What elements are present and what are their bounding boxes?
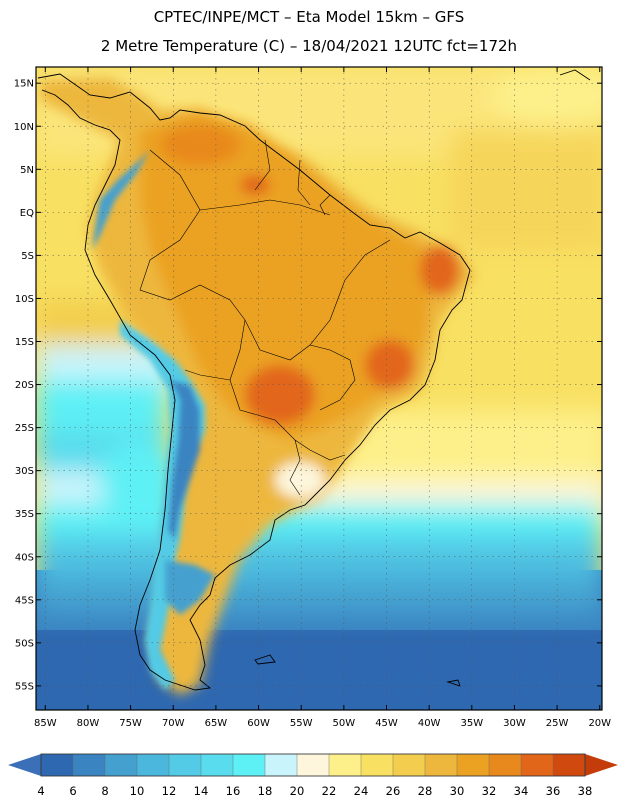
colorbar-label: 34 — [514, 784, 529, 798]
colorbar-label: 20 — [290, 784, 305, 798]
lat-label: 35S — [15, 509, 34, 520]
longitude-labels: 85W 80W 75W 70W 65W 60W 55W 50W 45W 40W 35W 30W 25W 2… — [34, 718, 611, 729]
lon-label: 70W — [162, 718, 185, 729]
lat-label: 10S — [15, 294, 34, 305]
lon-label: 20W — [588, 718, 611, 729]
colorbar-swatch — [552, 753, 586, 777]
colorbar-label: 36 — [546, 784, 561, 798]
colorbar-label: 30 — [450, 784, 465, 798]
colorbar-swatch — [136, 753, 170, 777]
colorbar-swatch — [72, 753, 106, 777]
temperature-field — [36, 67, 602, 710]
lon-label: 85W — [34, 718, 57, 729]
colorbar-label: 22 — [322, 784, 337, 798]
colorbar-label: 12 — [162, 784, 177, 798]
colorbar-frame — [40, 753, 586, 777]
lat-label: 55S — [15, 681, 34, 692]
colorbar-swatch — [520, 753, 554, 777]
graticule — [36, 67, 602, 710]
lon-label: 40W — [418, 718, 441, 729]
colorbar-label: 26 — [386, 784, 401, 798]
colorbar-low-arrow — [8, 754, 41, 776]
colorbar-swatch — [296, 753, 330, 777]
colorbar-swatch — [200, 753, 234, 777]
colorbar-label: 24 — [354, 784, 369, 798]
lon-label: 55W — [290, 718, 313, 729]
lat-label: 10N — [14, 122, 34, 133]
colorbar-swatch — [264, 753, 298, 777]
lat-label: 15S — [15, 337, 34, 348]
lon-label: 80W — [77, 718, 100, 729]
colorbar-swatch — [104, 753, 138, 777]
colorbar-swatch — [392, 753, 426, 777]
lat-label: 25S — [15, 423, 34, 434]
lon-label: 50W — [333, 718, 356, 729]
country-borders — [139, 139, 391, 496]
colorbar-label: 18 — [258, 784, 273, 798]
colorbar-label: 10 — [130, 784, 145, 798]
lat-label: 50S — [15, 638, 34, 649]
latitude-labels: 15N 10N 5N EQ 5S 10S 15S 20S 25S 30S 35S 40S 45S 50S 5… — [14, 79, 34, 693]
lon-label: 65W — [205, 718, 228, 729]
colorbar-label: 8 — [101, 784, 108, 798]
colorbar-swatch — [40, 753, 74, 777]
lat-label: 45S — [15, 595, 34, 606]
map-frame — [35, 66, 603, 711]
lat-label: EQ — [20, 208, 34, 219]
colorbar-swatch — [488, 753, 522, 777]
colorbar-label: 4 — [37, 784, 44, 798]
chart-title-line2: 2 Metre Temperature (C) – 18/04/2021 12U… — [101, 37, 517, 55]
lat-label: 5S — [21, 251, 34, 262]
latitude-ticks — [36, 82, 602, 687]
coastlines — [37, 69, 591, 691]
lat-label: 15N — [14, 79, 34, 90]
lon-label: 35W — [460, 718, 483, 729]
lon-label: 45W — [375, 718, 398, 729]
colorbar-label: 6 — [69, 784, 76, 798]
colorbar-label: 16 — [226, 784, 241, 798]
lat-label: 20S — [15, 380, 34, 391]
lat-label: 5N — [20, 165, 34, 176]
lat-label: 30S — [15, 466, 34, 477]
colorbar-label: 38 — [578, 784, 593, 798]
lon-label: 60W — [247, 718, 270, 729]
colorbar-swatch — [456, 753, 490, 777]
lon-label: 30W — [503, 718, 526, 729]
colorbar-high-arrow — [585, 754, 618, 776]
lon-label: 25W — [546, 718, 569, 729]
colorbar-swatch — [424, 753, 458, 777]
lat-label: 40S — [15, 552, 34, 563]
colorbar-label: 32 — [482, 784, 497, 798]
colorbar-label: 14 — [194, 784, 209, 798]
colorbar-swatch — [360, 753, 394, 777]
longitude-ticks — [44, 67, 601, 710]
colorbar-label: 28 — [418, 784, 433, 798]
chart-title-line1: CPTEC/INPE/MCT – Eta Model 15km – GFS — [154, 8, 465, 26]
lon-label: 75W — [119, 718, 142, 729]
colorbar-swatch — [328, 753, 362, 777]
colorbar-swatch — [232, 753, 266, 777]
colorbar: 4 6 8 10 12 14 16 18 20 22 24 26 28 30 32 34 36 38 — [8, 753, 618, 798]
colorbar-swatch — [168, 753, 202, 777]
